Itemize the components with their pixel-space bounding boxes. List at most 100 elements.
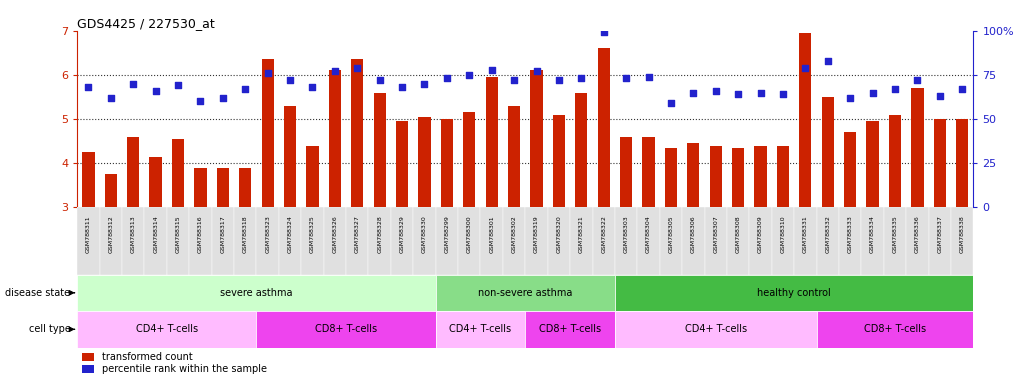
Text: GSM788327: GSM788327 [354,215,359,253]
Point [282,77,299,83]
Point [483,66,500,73]
FancyBboxPatch shape [749,207,771,275]
Point [842,95,858,101]
Bar [262,60,274,207]
Bar [172,139,184,207]
Text: GSM788335: GSM788335 [892,215,897,253]
Bar [822,97,834,207]
Point [641,74,657,80]
FancyBboxPatch shape [77,311,256,348]
Point [528,68,545,74]
FancyBboxPatch shape [951,207,973,275]
Bar [329,71,341,207]
FancyBboxPatch shape [794,207,817,275]
Bar [127,137,139,207]
Text: GSM788322: GSM788322 [602,215,607,253]
FancyBboxPatch shape [705,207,727,275]
FancyBboxPatch shape [592,207,615,275]
Point [618,75,634,81]
Text: severe asthma: severe asthma [220,288,293,298]
Point [260,70,276,76]
Point [80,84,97,90]
FancyBboxPatch shape [413,207,436,275]
FancyBboxPatch shape [525,207,548,275]
Point [662,100,679,106]
Point [170,83,186,89]
Point [416,81,433,87]
FancyBboxPatch shape [279,207,301,275]
Point [327,68,343,74]
Point [887,86,903,92]
Bar [956,119,968,207]
Text: GSM788330: GSM788330 [422,215,427,253]
Text: GSM788304: GSM788304 [646,215,651,253]
FancyBboxPatch shape [817,311,973,348]
Text: GSM788299: GSM788299 [444,215,449,253]
FancyBboxPatch shape [817,207,838,275]
Point [797,65,814,71]
Text: GSM788319: GSM788319 [534,215,539,253]
Text: cell type: cell type [29,324,70,334]
FancyBboxPatch shape [458,207,480,275]
Point [551,77,568,83]
Bar [889,115,901,207]
Bar [620,137,632,207]
Text: CD8+ T-cells: CD8+ T-cells [539,324,602,334]
Bar [239,167,251,207]
FancyBboxPatch shape [436,311,525,348]
Bar [732,148,745,207]
FancyBboxPatch shape [77,275,436,311]
Bar [149,157,162,207]
Bar [396,121,408,207]
FancyBboxPatch shape [525,311,615,348]
Text: GSM788336: GSM788336 [915,215,920,253]
Text: CD4+ T-cells: CD4+ T-cells [136,324,198,334]
FancyBboxPatch shape [659,207,682,275]
Text: GSM788318: GSM788318 [243,215,248,253]
Point [349,65,366,71]
Text: GSM788311: GSM788311 [85,215,91,253]
Text: GSM788326: GSM788326 [333,215,338,253]
Bar [643,137,655,207]
Text: CD8+ T-cells: CD8+ T-cells [315,324,377,334]
FancyBboxPatch shape [390,207,413,275]
Text: GSM788313: GSM788313 [131,215,136,253]
FancyBboxPatch shape [861,207,884,275]
Text: GSM788337: GSM788337 [937,215,942,253]
Text: CD8+ T-cells: CD8+ T-cells [864,324,926,334]
Point [193,98,209,104]
FancyBboxPatch shape [615,207,638,275]
Text: GSM788302: GSM788302 [512,215,517,253]
Bar [284,106,297,207]
FancyBboxPatch shape [100,207,123,275]
Bar [912,88,924,207]
Point [214,95,231,101]
Text: GSM788328: GSM788328 [377,215,382,253]
Text: GSM788331: GSM788331 [802,215,808,253]
Bar [306,146,318,207]
Text: GSM788324: GSM788324 [287,215,293,253]
Text: GSM788333: GSM788333 [848,215,853,253]
Text: GSM788315: GSM788315 [175,215,180,253]
FancyBboxPatch shape [615,275,973,311]
Text: GSM788321: GSM788321 [579,215,584,253]
FancyBboxPatch shape [906,207,929,275]
Point [147,88,164,94]
FancyBboxPatch shape [167,207,190,275]
FancyBboxPatch shape [190,207,212,275]
Bar [664,148,677,207]
Bar [777,146,789,207]
Point [506,77,522,83]
FancyBboxPatch shape [346,207,369,275]
FancyBboxPatch shape [301,207,323,275]
Text: disease state: disease state [5,288,70,298]
Point [708,88,724,94]
Text: GSM788307: GSM788307 [713,215,718,253]
Text: GSM788316: GSM788316 [198,215,203,253]
Point [775,91,791,98]
Text: GSM788323: GSM788323 [265,215,270,253]
FancyBboxPatch shape [615,311,817,348]
Point [820,58,836,64]
Bar [799,33,812,207]
FancyBboxPatch shape [480,207,503,275]
